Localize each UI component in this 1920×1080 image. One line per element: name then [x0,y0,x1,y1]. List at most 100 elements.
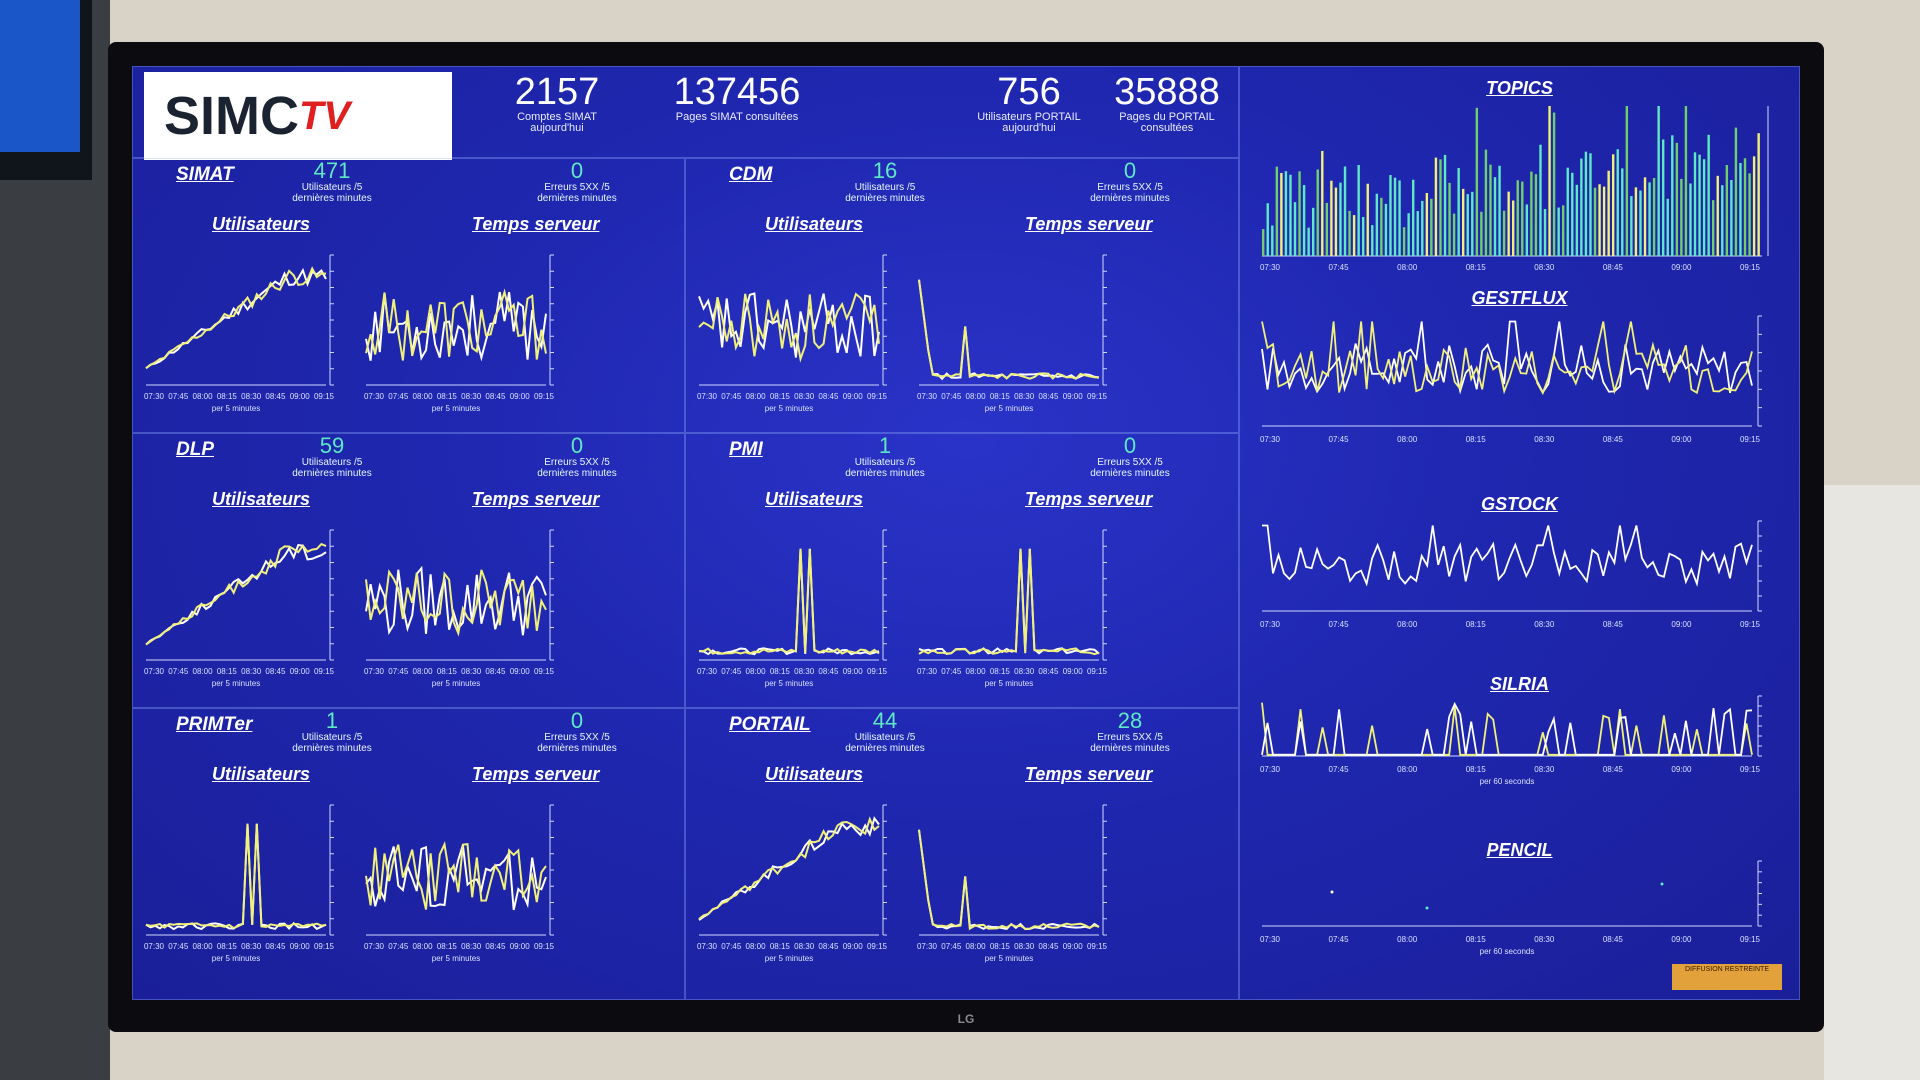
users-label: dernières minutes [845,468,925,479]
bar [1307,227,1310,256]
bar [1675,142,1679,256]
x-tick-label: 08:00 [1397,765,1418,774]
series-line [698,816,880,920]
users-stat: 16 Utilisateurs /5 dernières minutes [810,160,960,205]
per-label: per 5 minutes [985,954,1033,963]
bar [1275,166,1279,256]
errors-label: dernières minutes [1090,193,1170,204]
simc-tv-logo: SIMCTV [144,72,452,160]
x-tick-label: 07:45 [1329,435,1350,444]
server-chart-title: Temps serveur [472,489,600,509]
x-tick-label: 09:00 [510,942,531,951]
series-line [365,288,547,361]
bar [1566,167,1569,256]
x-tick-label: 08:45 [265,942,286,951]
bar [1571,172,1574,256]
per-label: per 5 minutes [432,679,480,688]
users-label: dernières minutes [292,468,372,479]
bar [1630,196,1633,256]
users-count: 59 [319,433,345,458]
x-tick-label: 08:00 [193,667,214,676]
x-tick-label: 08:45 [1038,392,1059,401]
bar [1498,165,1501,256]
x-tick-label: 09:00 [1671,935,1692,944]
series-line [698,292,880,358]
users-label: Utilisateurs /5 [301,182,363,193]
x-tick-label: 08:15 [1466,765,1487,774]
users-count: 1 [325,708,339,733]
kpi-label: Utilisateurs PORTAIL [977,111,1081,123]
bar [1621,168,1624,256]
x-tick-label: 09:15 [867,942,888,951]
server-chart-title: Temps serveur [472,764,600,784]
per-label: per 5 minutes [985,679,1033,688]
bar [1302,185,1306,256]
errors-stat: 0 Erreurs 5XX /5 dernières minutes [502,435,652,480]
users-stat: 59 Utilisateurs /5 dernières minutes [257,433,407,480]
bar [1602,186,1606,256]
server-chart-title: Temps serveur [1025,764,1153,784]
x-tick-label: 09:00 [843,942,864,951]
errors-stat: 0 Erreurs 5XX /5 dernières minutes [502,710,652,755]
series-line [365,565,547,636]
logo-tv-text: TV [299,94,351,138]
bar [1507,191,1510,256]
kpi-value: 137456 [673,71,801,113]
x-tick-label: 07:45 [1329,765,1350,774]
errors-label: Erreurs 5XX /5 [544,457,610,468]
users-label: Utilisateurs /5 [301,457,363,468]
bar [1680,178,1683,256]
x-tick-label: 09:00 [290,667,311,676]
x-tick-label: 09:00 [1671,620,1692,629]
bar [1589,153,1592,256]
panel-simat [132,158,685,433]
users-label: dernières minutes [845,743,925,754]
x-tick-label: 09:15 [1087,392,1108,401]
users-chart-title: Utilisateurs [212,489,311,509]
x-tick-label: 07:30 [144,942,165,951]
x-tick-label: 08:15 [1466,935,1487,944]
series-line [698,292,880,363]
bar [1462,188,1465,256]
errors-count: 28 [1117,708,1143,733]
x-tick-label: 07:30 [917,942,938,951]
bar [1698,154,1701,256]
bar [1316,169,1319,256]
x-tick-label: 07:45 [1329,620,1350,629]
bar [1380,197,1383,256]
bar [1266,203,1269,256]
x-tick-label: 07:30 [1260,935,1281,944]
x-tick-label: 08:30 [1014,392,1035,401]
errors-label: dernières minutes [1090,468,1170,479]
x-tick-label: 07:45 [721,392,742,401]
errors-label: Erreurs 5XX /5 [544,732,610,743]
bar [1362,216,1365,256]
bar [1393,177,1397,256]
x-tick-label: 07:30 [1260,765,1281,774]
errors-stat: 0 Erreurs 5XX /5 dernières minutes [1055,160,1205,205]
bar [1743,158,1747,256]
users-count: 44 [872,708,898,733]
x-tick-label: 07:45 [1329,263,1350,272]
server-chart-title: Temps serveur [1025,489,1153,509]
errors-label: dernières minutes [1090,743,1170,754]
x-tick-label: 07:30 [1260,435,1281,444]
bar [1434,157,1438,256]
x-tick-label: 08:45 [485,667,506,676]
x-tick-label: 08:00 [193,942,214,951]
x-tick-label: 08:45 [1038,667,1059,676]
gstock-title: GSTOCK [1481,494,1558,514]
x-tick-label: 08:15 [217,667,238,676]
bar [1552,112,1556,256]
dashboard-screen: SIMCTV 2157 Comptes SIMAT aujourd'hui 13… [132,66,1800,1000]
x-tick-label: 08:30 [241,392,262,401]
x-tick-label: 08:30 [461,942,482,951]
server-chart-title: Temps serveur [1025,214,1153,234]
pencil-title: PENCIL [1486,840,1553,860]
x-tick-label: 08:30 [794,942,815,951]
kpi-comptes-simat: 2157 Comptes SIMAT aujourd'hui [482,72,632,134]
x-tick-label: 08:15 [990,392,1011,401]
bar [1330,180,1333,256]
x-tick-label: 08:30 [1014,942,1035,951]
bar [1339,182,1342,256]
